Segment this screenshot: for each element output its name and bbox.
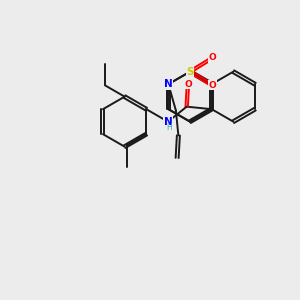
Text: O: O [184, 80, 192, 89]
Text: N: N [164, 117, 172, 127]
Text: N: N [164, 79, 173, 89]
Text: O: O [209, 53, 216, 62]
Text: O: O [209, 81, 216, 90]
Text: H: H [166, 123, 172, 132]
Text: S: S [186, 67, 194, 77]
